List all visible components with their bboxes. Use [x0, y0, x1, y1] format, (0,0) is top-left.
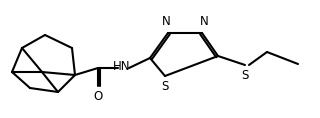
Text: HN: HN: [113, 61, 131, 74]
Text: N: N: [200, 15, 208, 28]
Text: O: O: [93, 90, 103, 103]
Text: S: S: [161, 80, 169, 93]
Text: S: S: [241, 69, 249, 82]
Text: N: N: [162, 15, 170, 28]
